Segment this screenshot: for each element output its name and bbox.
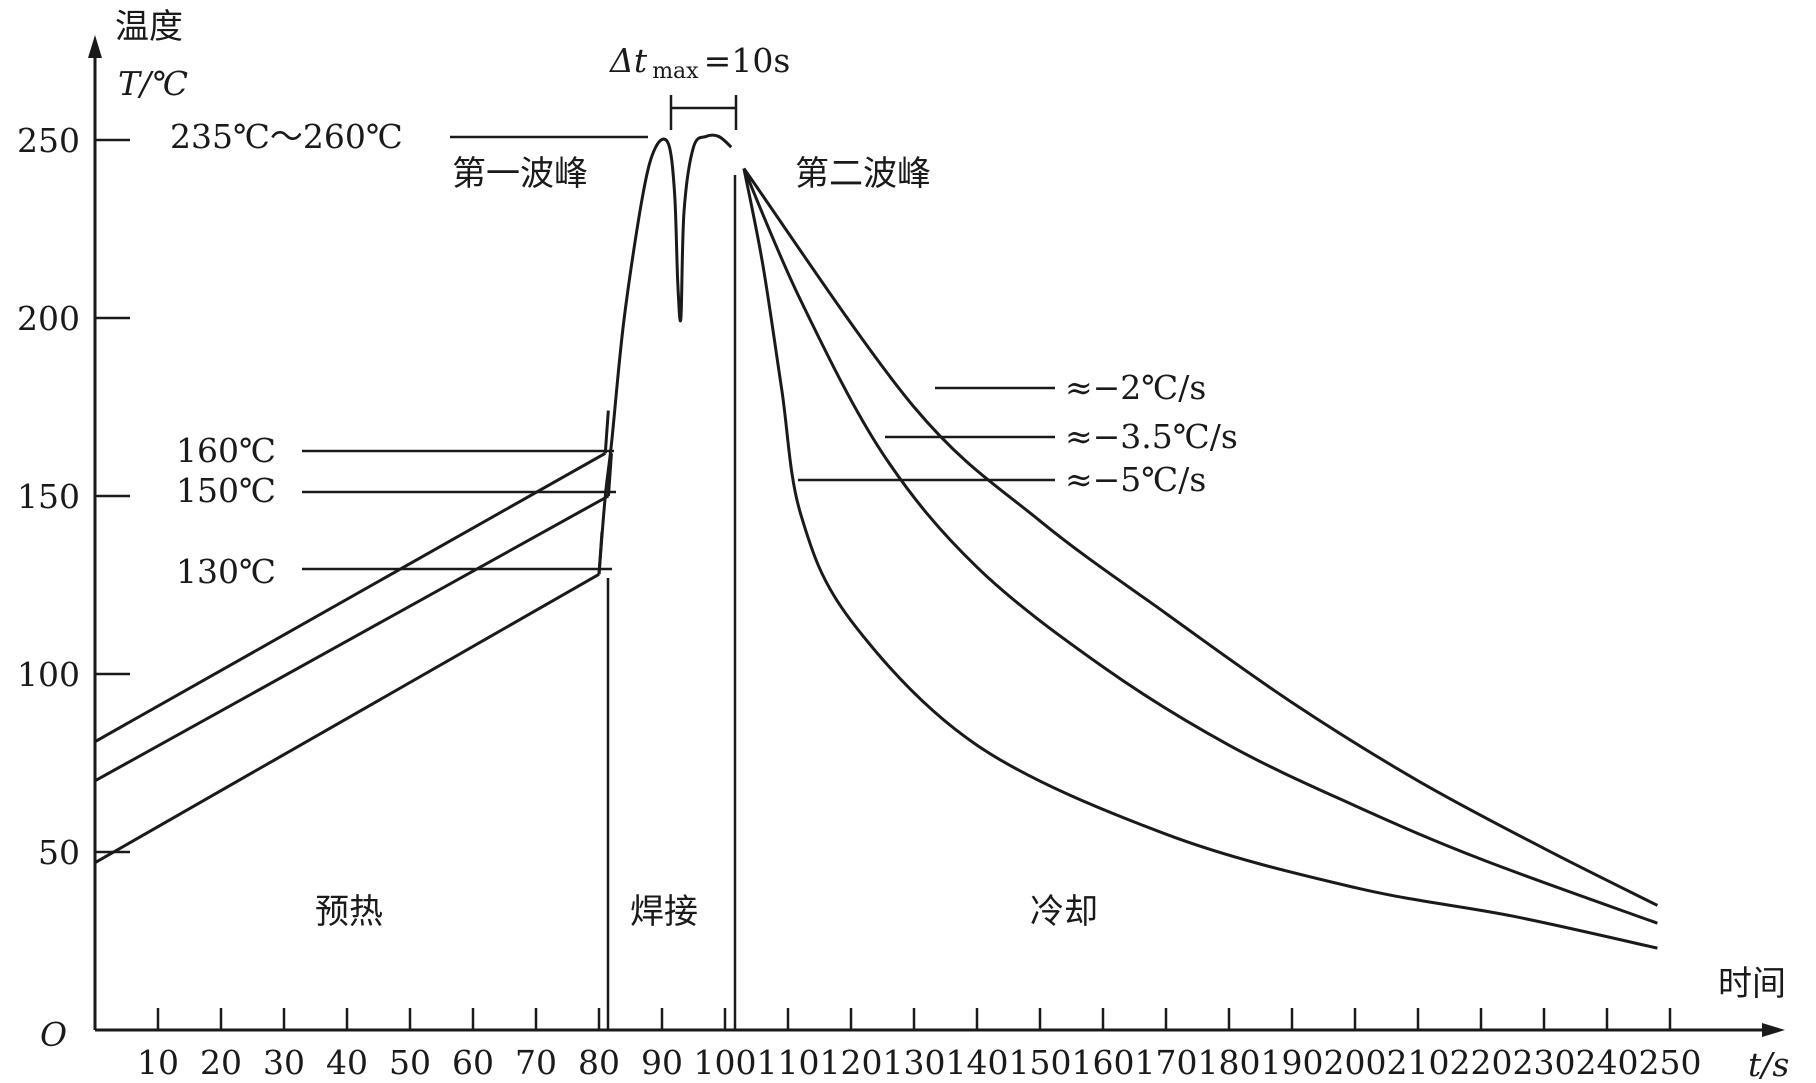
preheat-line-3 bbox=[94, 573, 600, 864]
x-tick-label: 240 bbox=[1576, 1043, 1639, 1082]
temp-130-label: 130℃ bbox=[176, 552, 276, 591]
y-axis-label-top: 温度 bbox=[115, 7, 183, 47]
cooling-curve-2 bbox=[742, 167, 1658, 925]
x-tick-label: 60 bbox=[452, 1043, 494, 1082]
preheat-rise-1 bbox=[603, 410, 610, 454]
origin-label: O bbox=[40, 1015, 67, 1054]
second-peak-label: 第二波峰 bbox=[795, 154, 931, 194]
y-ticks: 50 100 150 200 250 bbox=[17, 121, 130, 872]
cooling-curve-3 bbox=[742, 168, 1658, 950]
y-tick-label: 50 bbox=[38, 833, 80, 872]
x-tick-label: 140 bbox=[946, 1043, 1009, 1082]
x-axis-label: t/s bbox=[1748, 1045, 1789, 1083]
delta-t-value: =10s bbox=[704, 41, 791, 80]
y-axis-label: T/℃ bbox=[118, 64, 188, 103]
x-ticks: 10 20 30 40 50 60 70 80 90 100 110 120 130 140 150 160 1… bbox=[137, 1008, 1702, 1082]
zone-preheat-label: 预热 bbox=[315, 892, 383, 932]
cooling-curve-1 bbox=[742, 167, 1659, 907]
y-tick-label: 250 bbox=[17, 121, 80, 160]
x-tick-label: 110 bbox=[757, 1043, 820, 1082]
x-tick-label: 100 bbox=[694, 1043, 757, 1082]
x-tick-label: 30 bbox=[263, 1043, 305, 1082]
curves bbox=[94, 133, 1659, 950]
x-tick-label: 250 bbox=[1639, 1043, 1702, 1082]
rate-3-label: ≈−5℃/s bbox=[1065, 460, 1206, 499]
x-tick-label: 170 bbox=[1135, 1043, 1198, 1082]
x-tick-label: 180 bbox=[1198, 1043, 1261, 1082]
temp-160-label: 160℃ bbox=[176, 431, 276, 470]
x-tick-label: 90 bbox=[641, 1043, 683, 1082]
preheat-line-2 bbox=[94, 494, 610, 783]
peak-range-label: 235℃～260℃ bbox=[170, 117, 403, 156]
x-axis-label-top: 时间 bbox=[1718, 964, 1786, 1004]
x-tick-label: 50 bbox=[389, 1043, 431, 1082]
x-tick-label: 210 bbox=[1387, 1043, 1450, 1082]
x-tick-label: 230 bbox=[1513, 1043, 1576, 1082]
x-axis-arrow bbox=[1762, 1023, 1785, 1037]
x-tick-label: 20 bbox=[200, 1043, 242, 1082]
wave-peaks-curve bbox=[597, 133, 733, 575]
x-tick-label: 130 bbox=[883, 1043, 946, 1082]
rate-1-label: ≈−2℃/s bbox=[1065, 368, 1206, 407]
y-axis-arrow bbox=[88, 35, 102, 58]
delta-t-symbol: Δt bbox=[608, 41, 648, 80]
temp-150-label: 150℃ bbox=[176, 471, 276, 510]
x-tick-label: 200 bbox=[1324, 1043, 1387, 1082]
delta-t-label: Δt max =10s bbox=[608, 41, 790, 84]
x-tick-label: 190 bbox=[1261, 1043, 1324, 1082]
y-tick-label: 100 bbox=[17, 655, 80, 694]
y-tick-label: 200 bbox=[17, 299, 80, 338]
zone-cool-label: 冷却 bbox=[1030, 892, 1098, 932]
x-tick-label: 40 bbox=[326, 1043, 368, 1082]
rate-2-label: ≈−3.5℃/s bbox=[1065, 417, 1238, 456]
delta-t-subscript: max bbox=[652, 59, 699, 84]
x-tick-label: 150 bbox=[1009, 1043, 1072, 1082]
x-tick-label: 220 bbox=[1450, 1043, 1513, 1082]
preheat-line-1 bbox=[94, 451, 607, 743]
x-tick-label: 10 bbox=[137, 1043, 179, 1082]
x-tick-label: 160 bbox=[1072, 1043, 1135, 1082]
x-tick-label: 70 bbox=[515, 1043, 557, 1082]
x-tick-label: 80 bbox=[578, 1043, 620, 1082]
x-tick-label: 120 bbox=[820, 1043, 883, 1082]
y-tick-label: 150 bbox=[17, 477, 80, 516]
zone-weld-label: 焊接 bbox=[630, 892, 698, 932]
first-peak-label: 第一波峰 bbox=[452, 154, 588, 194]
